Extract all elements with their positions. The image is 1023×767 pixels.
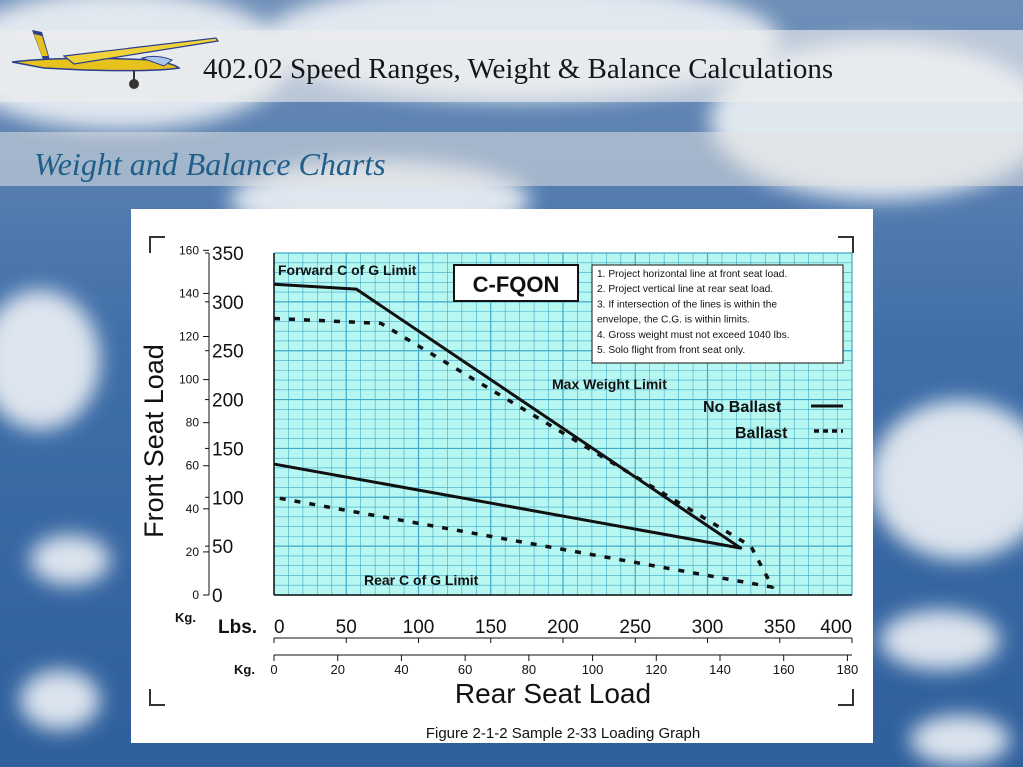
x-kg-tick-label: 120 xyxy=(645,662,667,677)
crop-mark xyxy=(838,689,854,706)
aircraft-id-box: C-FQON xyxy=(453,264,579,302)
note-line: envelope, the C.G. is within limits. xyxy=(597,315,750,326)
y-kg-tick-label: 80 xyxy=(186,416,200,430)
x-axis-title: Rear Seat Load xyxy=(455,678,651,709)
x-lbs-tick-label: 200 xyxy=(547,617,579,638)
max-weight-label: Max Weight Limit xyxy=(552,376,667,392)
crop-mark xyxy=(838,236,854,253)
figure-caption: Figure 2-1-2 Sample 2-33 Loading Graph xyxy=(426,725,700,742)
x-lbs-tick-label: 400 xyxy=(820,617,852,638)
y-lbs-tick-label: 250 xyxy=(212,342,244,363)
glider-icon xyxy=(11,30,219,89)
slide-title: 402.02 Speed Ranges, Weight & Balance Ca… xyxy=(203,53,834,85)
y-lbs-tick-label: 50 xyxy=(212,537,233,558)
y-lbs-tick-label: 100 xyxy=(212,488,244,509)
legend-label-no-ballast: No Ballast xyxy=(703,399,782,416)
slide-subtitle: Weight and Balance Charts xyxy=(34,146,386,182)
y-lbs-tick-label: 150 xyxy=(212,439,244,460)
y-kg-tick-label: 0 xyxy=(192,588,199,602)
note-line: 1. Project horizontal line at front seat… xyxy=(597,269,787,280)
x-kg-tick-label: 140 xyxy=(709,662,731,677)
y-kg-tick-label: 160 xyxy=(179,243,199,257)
series-layer xyxy=(273,282,775,589)
note-line: 3. If intersection of the lines is withi… xyxy=(597,299,777,310)
note-line: 2. Project vertical line at rear seat lo… xyxy=(597,284,773,295)
x-kg-tick-label: 20 xyxy=(330,662,344,677)
forward-cg-label: Forward C of G Limit xyxy=(278,262,417,278)
legend-label-ballast: Ballast xyxy=(735,425,788,442)
y-kg-tick-label: 60 xyxy=(186,459,200,473)
note-line: 4. Gross weight must not exceed 1040 lbs… xyxy=(597,330,790,341)
x-axis-kg-ticks: 0 20 40 60 80 100 120 140 160 180 xyxy=(270,654,859,677)
x-lbs-tick-label: 300 xyxy=(692,617,724,638)
y-kg-tick-label: 140 xyxy=(179,286,199,300)
note-line: 5. Solo flight from front seat only. xyxy=(597,345,745,356)
x-kg-tick-label: 0 xyxy=(270,662,277,677)
y-kg-unit-label: Kg. xyxy=(175,610,196,625)
y-kg-tick-label: 120 xyxy=(179,329,199,343)
series-line-no-ballast xyxy=(273,282,743,550)
y-kg-tick-label: 20 xyxy=(186,545,200,559)
aircraft-id: C-FQON xyxy=(473,272,560,297)
x-lbs-tick-label: 100 xyxy=(403,617,435,638)
y-axis-lbs-ticks: 0 50 100 150 200 250 300 350 xyxy=(205,244,244,607)
x-kg-unit-label: Kg. xyxy=(234,662,255,677)
y-lbs-tick-label: 0 xyxy=(212,586,223,607)
x-kg-tick-label: 160 xyxy=(773,662,795,677)
x-kg-tick-label: 80 xyxy=(522,662,536,677)
y-kg-tick-label: 40 xyxy=(186,502,200,516)
x-kg-tick-label: 40 xyxy=(394,662,408,677)
y-lbs-tick-label: 300 xyxy=(212,293,244,314)
x-lbs-tick-label: 150 xyxy=(475,617,507,638)
y-lbs-tick-label: 350 xyxy=(212,244,244,265)
crop-mark xyxy=(149,689,165,706)
x-kg-tick-label: 180 xyxy=(837,662,859,677)
x-lbs-tick-label: 250 xyxy=(619,617,651,638)
x-lbs-tick-label: 0 xyxy=(274,617,285,638)
x-kg-tick-label: 100 xyxy=(582,662,604,677)
x-lbs-tick-label: 50 xyxy=(336,617,357,638)
y-kg-tick-label: 100 xyxy=(179,373,199,387)
notes-box: 1. Project horizontal line at front seat… xyxy=(591,264,844,364)
rear-cg-label: Rear C of G Limit xyxy=(364,572,479,588)
y-axis-title: Front Seat Load xyxy=(139,344,169,538)
y-axis-kg-ticks: 0 20 40 60 80 100 120 140 160 xyxy=(179,243,209,602)
legend: No Ballast Ballast xyxy=(703,399,843,442)
series-line-ballast xyxy=(273,316,775,589)
x-axis-lbs-ticks: 0 50 100 150 200 250 300 350 400 xyxy=(273,617,853,643)
x-kg-tick-label: 60 xyxy=(458,662,472,677)
subtitle-bar xyxy=(0,132,1023,186)
x-lbs-tick-label: 350 xyxy=(764,617,796,638)
y-lbs-tick-label: 200 xyxy=(212,391,244,412)
crop-mark xyxy=(149,236,165,253)
loading-graph-figure: 0 50 100 150 200 250 300 350 0 20 40 60 80 100 120 140… xyxy=(131,209,873,743)
x-lbs-unit-label: Lbs. xyxy=(218,617,257,638)
